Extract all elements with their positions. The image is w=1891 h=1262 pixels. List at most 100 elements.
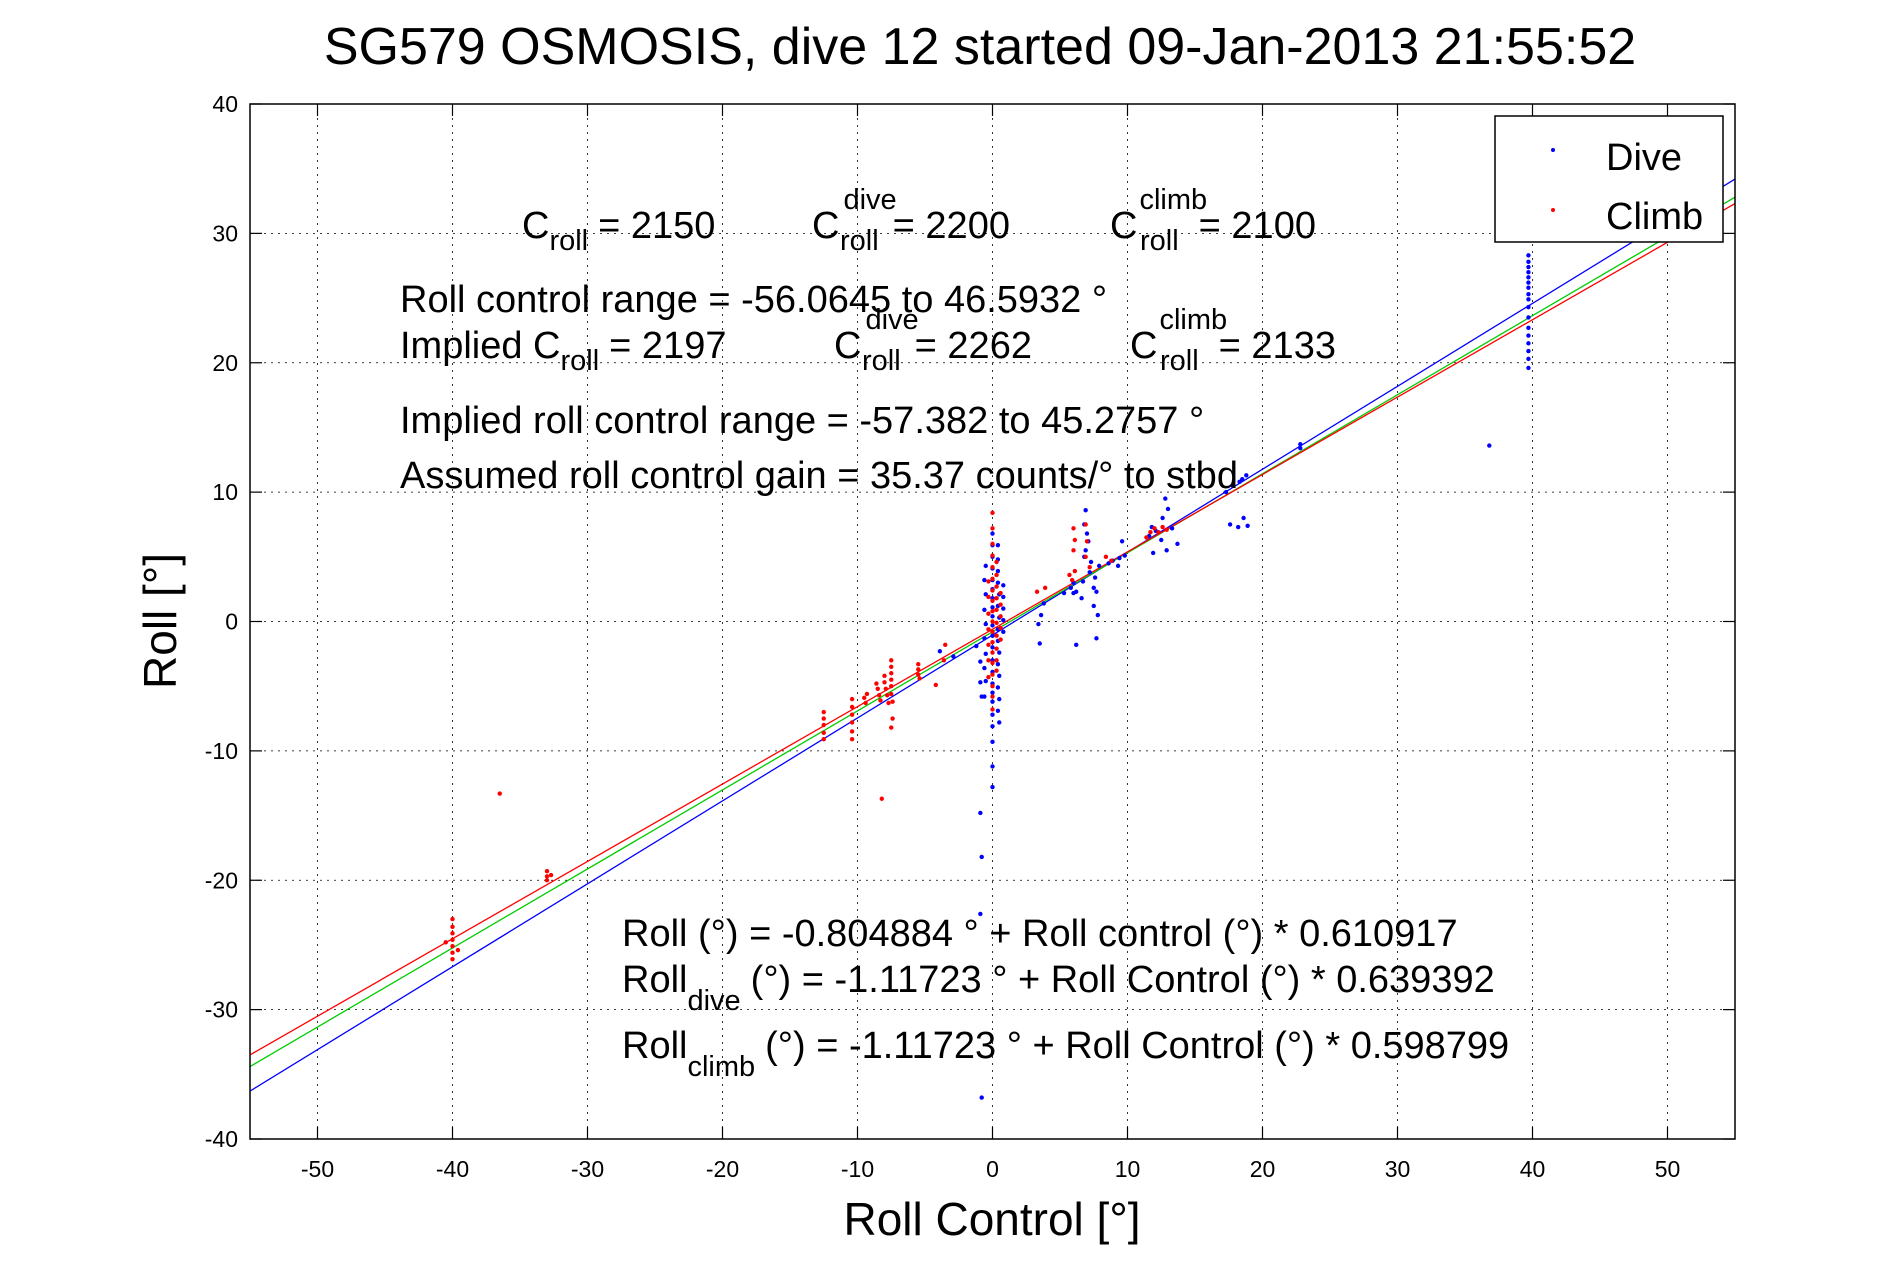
data-point: [916, 672, 921, 677]
data-point: [1080, 579, 1086, 584]
annotation-implied-croll: Implied Croll = 2197: [400, 325, 726, 377]
x-tick-label: -10: [841, 1156, 874, 1182]
data-point: [1087, 570, 1092, 575]
legend-box: [1494, 115, 1724, 243]
data-point: [1083, 548, 1088, 553]
data-point: [1091, 585, 1096, 591]
data-point: [995, 580, 1001, 585]
annotation-fit-equation-climb: Rollclimb (°) = -1.11723 ° + Roll Control…: [622, 1025, 1509, 1083]
x-tick-label: 50: [1655, 1156, 1681, 1182]
data-point: [1037, 641, 1042, 646]
data-point: [1165, 506, 1171, 512]
y-tick-label: -20: [205, 867, 238, 893]
data-point: [821, 730, 826, 735]
data-point: [990, 629, 995, 635]
data-point: [889, 658, 894, 663]
data-point: [990, 633, 995, 638]
annotation-implied-range: Implied roll control range = -57.382 to …: [400, 400, 1204, 442]
data-point: [1061, 590, 1067, 596]
data-point: [1526, 253, 1531, 258]
y-tick-label: 10: [212, 479, 238, 505]
data-point: [1156, 530, 1161, 535]
data-point: [990, 764, 995, 769]
data-point: [1001, 594, 1006, 600]
data-point: [994, 559, 999, 565]
data-point: [994, 633, 999, 638]
data-point: [951, 654, 956, 659]
data-point: [886, 700, 891, 706]
x-tick-label: -30: [571, 1156, 604, 1182]
data-point: [933, 682, 938, 688]
data-point: [982, 577, 987, 583]
data-point: [1526, 275, 1531, 280]
data-point: [1150, 550, 1156, 556]
data-point: [995, 568, 1001, 574]
data-point: [1223, 489, 1229, 495]
data-point: [982, 665, 987, 671]
data-point: [990, 541, 995, 547]
data-point: [990, 672, 995, 677]
data-point: [990, 608, 995, 614]
data-point: [1164, 527, 1169, 532]
data-point: [983, 678, 988, 684]
data-point: [1144, 535, 1149, 540]
data-point: [1526, 269, 1531, 275]
annotation-range: Roll control range = -56.0645 to 46.5932…: [400, 279, 1107, 321]
x-tick-label: 40: [1520, 1156, 1546, 1182]
data-point: [1298, 445, 1303, 451]
data-point: [990, 645, 995, 650]
data-point: [978, 810, 983, 816]
data-point: [1084, 539, 1090, 544]
data-points: [443, 253, 1531, 1100]
data-point: [1069, 577, 1075, 583]
legend-marker-climb: [1551, 208, 1555, 212]
data-point: [1160, 515, 1165, 521]
data-point: [1036, 621, 1041, 627]
data-point: [990, 623, 995, 628]
data-point: [1169, 526, 1175, 531]
data-point: [990, 526, 995, 531]
data-point: [983, 563, 988, 569]
data-point: [1071, 526, 1076, 531]
data-point: [997, 650, 1002, 655]
data-point: [1237, 479, 1242, 484]
legend-marker-dive: [1551, 148, 1555, 152]
data-point: [1526, 333, 1531, 338]
data-point: [450, 916, 455, 922]
fit-line: [249, 203, 1736, 1056]
data-point: [1245, 523, 1250, 528]
x-tick-label: -40: [436, 1156, 469, 1182]
data-point: [849, 704, 855, 710]
data-point: [986, 579, 991, 584]
data-point: [990, 660, 995, 666]
data-point: [450, 950, 455, 955]
annotation-fit-equation-dive: Rolldive (°) = -1.11723 ° + Roll Control …: [622, 959, 1495, 1017]
x-tick-label: 20: [1250, 1156, 1276, 1182]
data-point: [875, 686, 880, 691]
data-point: [890, 699, 895, 704]
data-point: [941, 658, 947, 663]
data-point: [995, 708, 1001, 713]
y-tick-label: -10: [205, 738, 238, 764]
y-tick-label: 40: [212, 91, 238, 117]
data-point: [998, 614, 1003, 619]
data-point: [889, 664, 894, 669]
data-point: [990, 564, 995, 570]
data-point: [986, 611, 991, 616]
data-point: [821, 709, 826, 715]
data-point: [1236, 524, 1241, 530]
data-point: [1001, 606, 1006, 611]
data-point: [995, 661, 1001, 667]
data-point: [979, 694, 984, 699]
data-point: [1088, 559, 1094, 565]
data-point: [1152, 526, 1157, 531]
data-point: [544, 868, 550, 874]
data-point: [990, 619, 995, 624]
annotation-cclimb: Cclimb roll = 2100: [1110, 184, 1316, 257]
data-point: [1298, 442, 1303, 447]
data-point: [450, 931, 455, 936]
data-point: [990, 712, 995, 717]
data-point: [1034, 589, 1040, 594]
data-point: [821, 737, 826, 742]
x-tick-label: 30: [1385, 1156, 1411, 1182]
